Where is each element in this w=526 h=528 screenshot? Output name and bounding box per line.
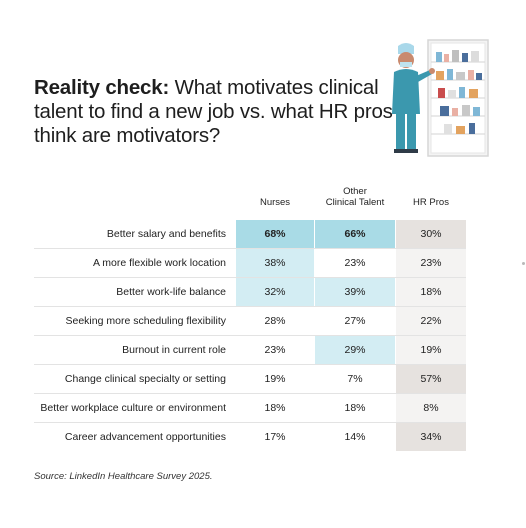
row-label: Better salary and benefits: [106, 228, 226, 240]
table-cell: 14%: [344, 431, 366, 443]
row-label: Seeking more scheduling flexibility: [65, 315, 227, 327]
table-cell: 68%: [236, 220, 314, 248]
column-header: Nurses: [259, 197, 291, 208]
table-cell: 38%: [236, 249, 314, 277]
row-divider: [34, 364, 466, 365]
row-divider: [34, 393, 466, 394]
chart-title: Reality check: What motivates clinical t…: [34, 76, 394, 148]
table-cell: 32%: [236, 278, 314, 306]
table-cell: 23%: [264, 344, 286, 356]
table-cell: 23%: [344, 257, 366, 269]
nurse-cabinet-illustration: [392, 39, 489, 157]
table-cell: 18%: [344, 402, 366, 414]
table-cell: 34%: [396, 423, 466, 451]
table-cell: 39%: [315, 278, 395, 306]
table-cell: 66%: [315, 220, 395, 248]
row-divider: [34, 422, 466, 423]
row-label: Change clinical specialty or setting: [64, 373, 226, 385]
column-header: Other Clinical Talent: [325, 186, 385, 208]
row-divider: [34, 277, 466, 278]
table-cell: 17%: [264, 431, 286, 443]
row-label: A more flexible work location: [92, 257, 226, 269]
row-label: Burnout in current role: [122, 344, 226, 356]
row-label: Better workplace culture or environment: [40, 402, 226, 414]
column-header: HR Pros: [413, 197, 449, 208]
table-cell: 8%: [396, 394, 466, 422]
source-note: Source: LinkedIn Healthcare Survey 2025.: [34, 471, 213, 482]
table-cell: 30%: [396, 220, 466, 248]
title-bold: Reality check:: [34, 76, 170, 99]
table-cell: 27%: [344, 315, 366, 327]
row-label: Better work-life balance: [116, 286, 226, 298]
table-cell: 18%: [264, 402, 286, 414]
table-cell: 28%: [264, 315, 286, 327]
row-divider: [34, 248, 466, 249]
table-cell: 19%: [264, 373, 286, 385]
row-divider: [34, 335, 466, 336]
table-cell: 7%: [347, 373, 363, 385]
table-cell: 18%: [396, 278, 466, 306]
row-label: Career advancement opportunities: [64, 431, 226, 443]
row-divider: [34, 306, 466, 307]
table-cell: 22%: [396, 307, 466, 335]
table-cell: 29%: [315, 336, 395, 364]
title-rest: What motivates clinical talent to find a…: [34, 76, 393, 147]
table-cell: 23%: [396, 249, 466, 277]
edge-dot: [522, 262, 525, 265]
table-cell: 57%: [396, 365, 466, 393]
table-cell: 19%: [396, 336, 466, 364]
